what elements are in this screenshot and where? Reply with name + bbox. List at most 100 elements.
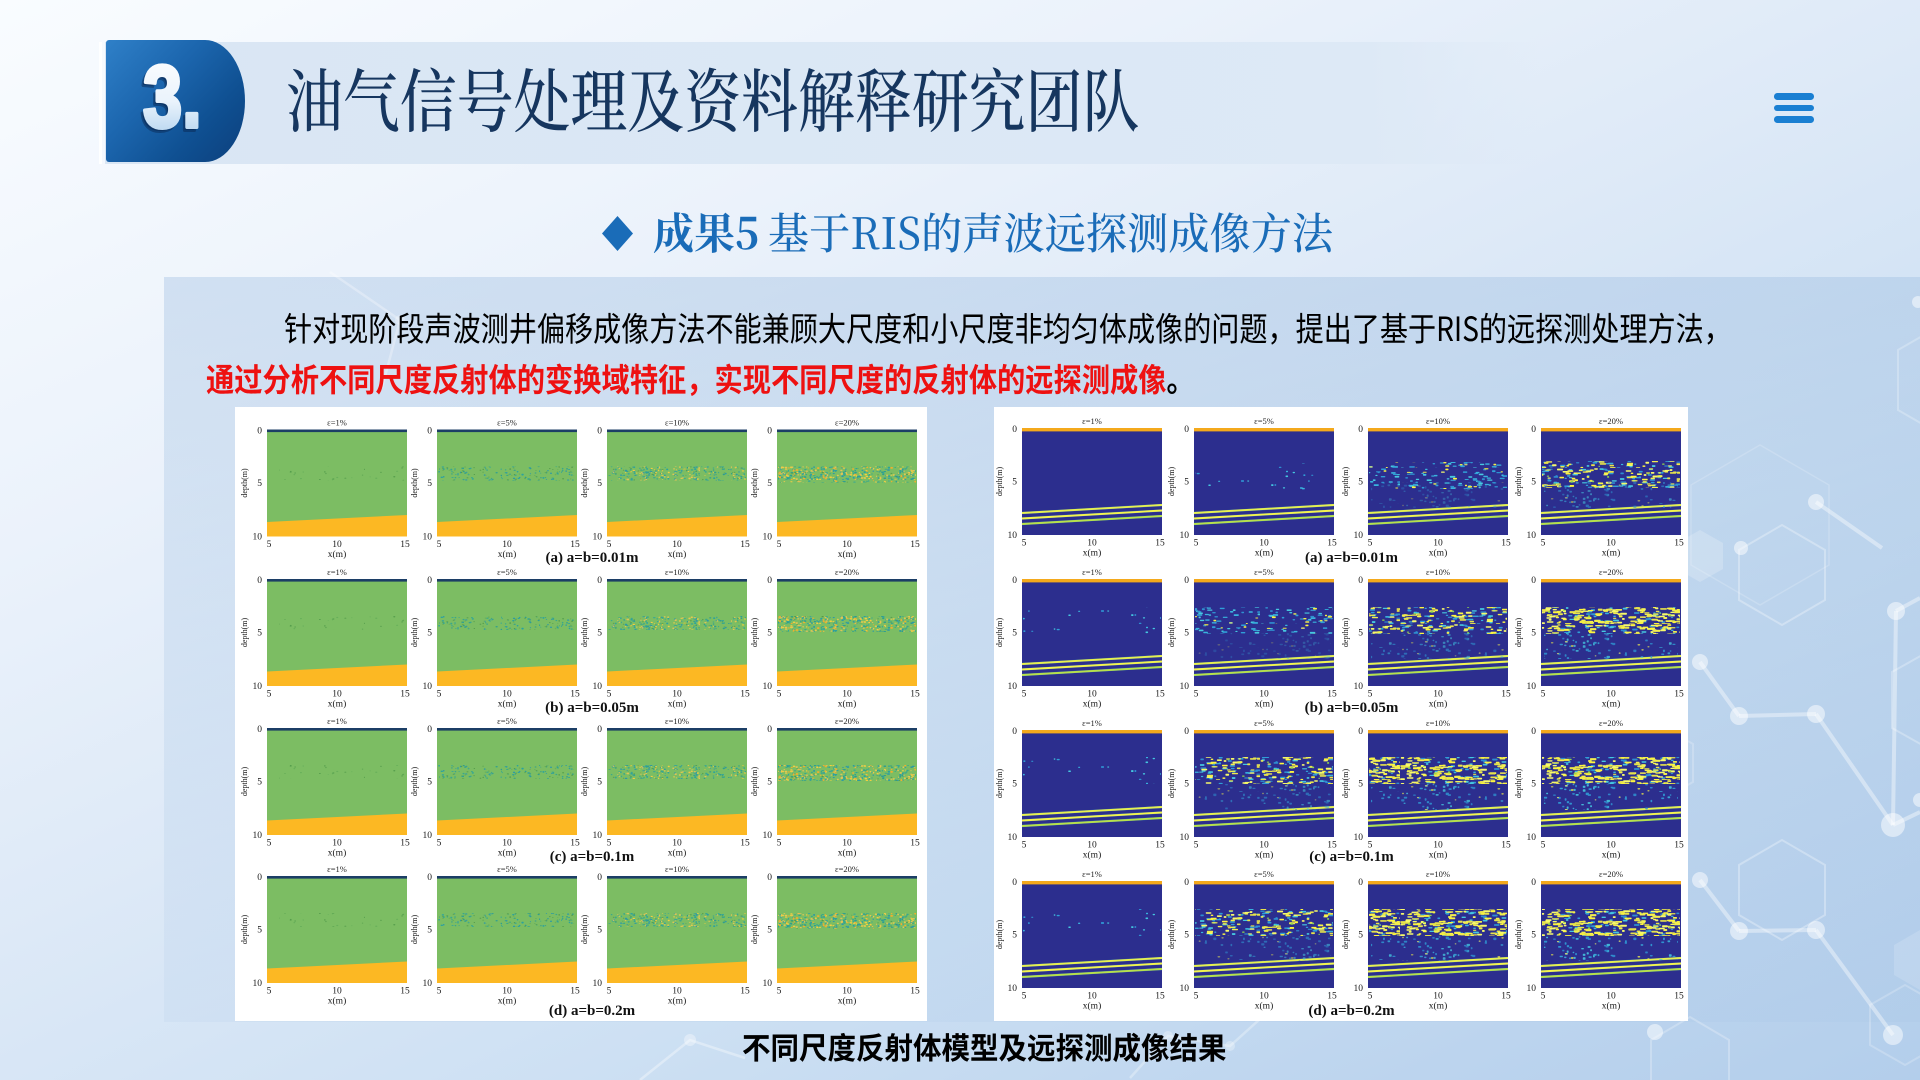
svg-text:10: 10 xyxy=(842,690,852,700)
svg-text:ε=20%: ε=20% xyxy=(1599,416,1623,426)
svg-text:5: 5 xyxy=(1531,780,1536,790)
svg-text:5: 5 xyxy=(437,690,442,700)
svg-text:10: 10 xyxy=(1354,984,1364,994)
svg-text:5: 5 xyxy=(1184,478,1189,488)
svg-text:5: 5 xyxy=(1022,539,1027,549)
svg-text:(b) a=b=0.05m: (b) a=b=0.05m xyxy=(545,700,639,716)
svg-text:ε=5%: ε=5% xyxy=(497,864,517,874)
svg-text:10: 10 xyxy=(1180,531,1190,541)
svg-text:10: 10 xyxy=(1433,539,1443,549)
svg-text:ε=20%: ε=20% xyxy=(1599,718,1623,728)
svg-text:(a) a=b=0.01m: (a) a=b=0.01m xyxy=(546,550,639,566)
svg-text:0: 0 xyxy=(1012,727,1017,737)
svg-text:10: 10 xyxy=(763,831,773,841)
svg-text:0: 0 xyxy=(767,725,772,735)
svg-text:x(m): x(m) xyxy=(1602,850,1620,861)
svg-text:5: 5 xyxy=(777,690,782,700)
svg-text:depth(m): depth(m) xyxy=(410,618,419,648)
svg-text:5: 5 xyxy=(1012,780,1017,790)
svg-text:10: 10 xyxy=(1259,992,1269,1002)
svg-text:10: 10 xyxy=(1433,841,1443,851)
svg-text:15: 15 xyxy=(1674,690,1684,700)
svg-text:ε=5%: ε=5% xyxy=(497,418,517,428)
svg-text:x(m): x(m) xyxy=(328,848,346,859)
svg-text:5: 5 xyxy=(597,926,602,936)
svg-text:10: 10 xyxy=(763,682,773,692)
svg-text:5: 5 xyxy=(1022,841,1027,851)
svg-text:x(m): x(m) xyxy=(1429,548,1447,559)
svg-text:0: 0 xyxy=(257,873,262,883)
svg-text:depth(m): depth(m) xyxy=(750,468,759,498)
svg-text:5: 5 xyxy=(1194,992,1199,1002)
svg-text:ε=1%: ε=1% xyxy=(1082,416,1102,426)
svg-text:10: 10 xyxy=(672,839,682,849)
svg-text:depth(m): depth(m) xyxy=(410,767,419,797)
svg-text:ε=20%: ε=20% xyxy=(1599,869,1623,879)
svg-text:5: 5 xyxy=(267,540,272,550)
svg-text:x(m): x(m) xyxy=(1255,850,1273,861)
svg-text:x(m): x(m) xyxy=(498,549,516,560)
svg-text:5: 5 xyxy=(1022,992,1027,1002)
svg-text:depth(m): depth(m) xyxy=(240,618,249,648)
svg-text:depth(m): depth(m) xyxy=(1514,920,1523,950)
svg-text:x(m): x(m) xyxy=(668,848,686,859)
svg-text:10: 10 xyxy=(1008,984,1018,994)
svg-text:10: 10 xyxy=(672,540,682,550)
svg-text:15: 15 xyxy=(1501,992,1511,1002)
svg-text:15: 15 xyxy=(1327,841,1337,851)
svg-text:10: 10 xyxy=(423,979,433,989)
svg-text:10: 10 xyxy=(1259,690,1269,700)
svg-text:10: 10 xyxy=(332,540,342,550)
svg-text:x(m): x(m) xyxy=(1083,699,1101,710)
svg-text:ε=10%: ε=10% xyxy=(1426,567,1450,577)
svg-text:15: 15 xyxy=(910,690,920,700)
svg-text:x(m): x(m) xyxy=(1083,1001,1101,1012)
svg-text:5: 5 xyxy=(1012,478,1017,488)
svg-text:ε=10%: ε=10% xyxy=(1426,869,1450,879)
svg-text:10: 10 xyxy=(1087,992,1097,1002)
svg-text:x(m): x(m) xyxy=(668,996,686,1007)
svg-text:5: 5 xyxy=(1368,992,1373,1002)
svg-text:15: 15 xyxy=(910,540,920,550)
svg-text:x(m): x(m) xyxy=(668,699,686,710)
svg-text:0: 0 xyxy=(1012,425,1017,435)
svg-text:depth(m): depth(m) xyxy=(750,618,759,648)
svg-text:5: 5 xyxy=(1368,539,1373,549)
svg-text:5: 5 xyxy=(427,629,432,639)
svg-text:3.: 3. xyxy=(141,50,200,148)
svg-text:5: 5 xyxy=(267,839,272,849)
svg-text:ε=10%: ε=10% xyxy=(1426,718,1450,728)
svg-text:5: 5 xyxy=(1194,841,1199,851)
svg-text:ε=20%: ε=20% xyxy=(835,418,859,428)
svg-text:10: 10 xyxy=(1087,841,1097,851)
svg-text:10: 10 xyxy=(1527,984,1537,994)
svg-text:15: 15 xyxy=(1674,539,1684,549)
svg-text:ε=10%: ε=10% xyxy=(665,418,689,428)
svg-text:15: 15 xyxy=(400,540,410,550)
svg-text:(a) a=b=0.01m: (a) a=b=0.01m xyxy=(1305,550,1398,566)
svg-text:10: 10 xyxy=(502,987,512,997)
svg-text:5: 5 xyxy=(437,540,442,550)
svg-text:5: 5 xyxy=(1368,841,1373,851)
svg-text:5: 5 xyxy=(1184,780,1189,790)
svg-text:10: 10 xyxy=(502,690,512,700)
svg-text:depth(m): depth(m) xyxy=(410,915,419,945)
svg-text:10: 10 xyxy=(423,682,433,692)
svg-text:x(m): x(m) xyxy=(328,699,346,710)
svg-text:depth(m): depth(m) xyxy=(240,468,249,498)
svg-text:10: 10 xyxy=(332,690,342,700)
svg-text:depth(m): depth(m) xyxy=(995,467,1004,497)
svg-text:10: 10 xyxy=(1354,531,1364,541)
svg-text:10: 10 xyxy=(332,839,342,849)
svg-text:(b) a=b=0.05m: (b) a=b=0.05m xyxy=(1305,700,1399,716)
svg-text:10: 10 xyxy=(672,690,682,700)
svg-text:10: 10 xyxy=(842,987,852,997)
svg-text:10: 10 xyxy=(763,979,773,989)
svg-text:5: 5 xyxy=(1541,539,1546,549)
svg-text:ε=1%: ε=1% xyxy=(327,864,347,874)
svg-text:x(m): x(m) xyxy=(1255,548,1273,559)
svg-text:5: 5 xyxy=(1358,629,1363,639)
svg-text:ε=10%: ε=10% xyxy=(1426,416,1450,426)
svg-text:15: 15 xyxy=(1501,690,1511,700)
svg-text:5: 5 xyxy=(267,987,272,997)
